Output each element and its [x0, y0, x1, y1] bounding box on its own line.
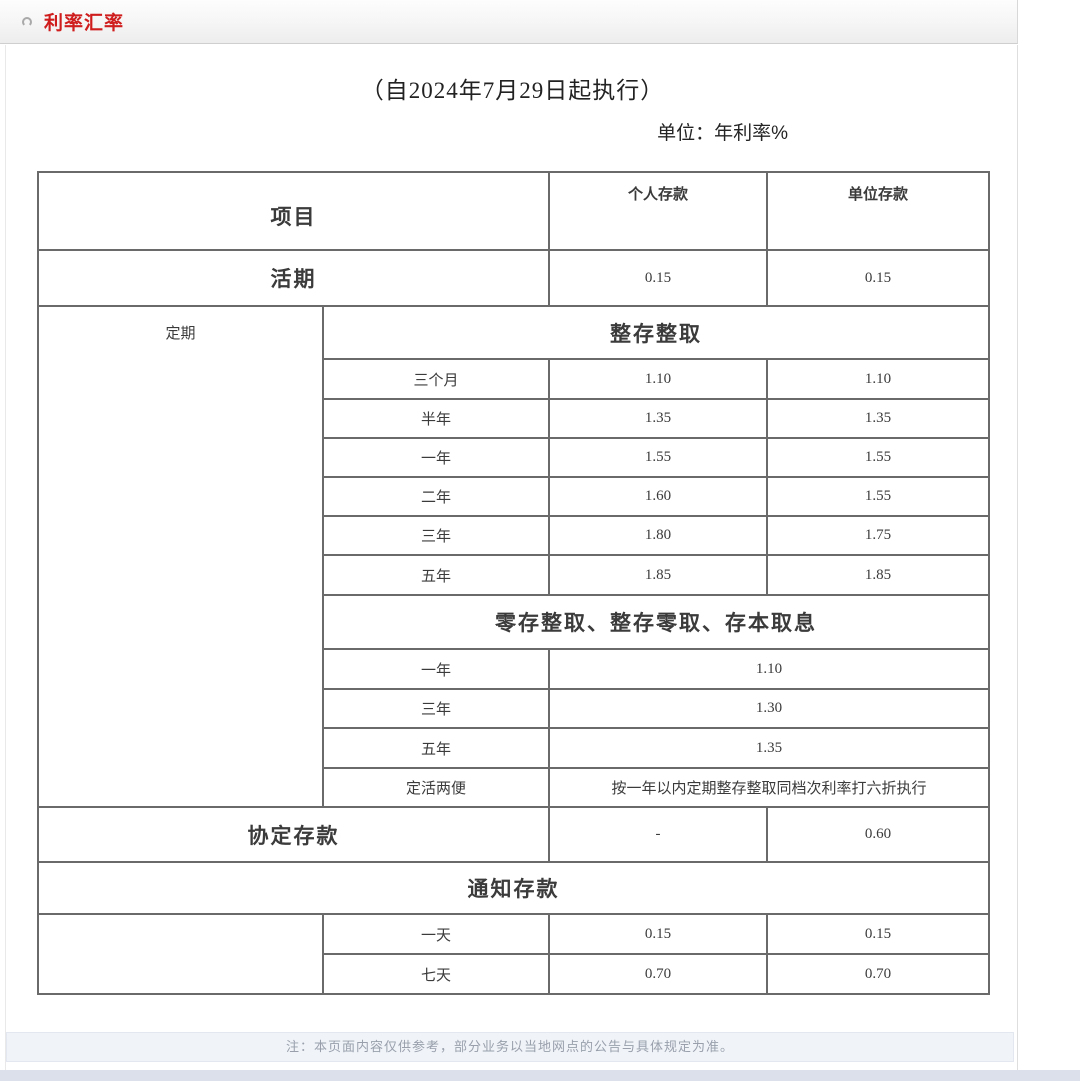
section-bullet-icon — [22, 16, 32, 27]
unit-label: 单位：年利率% — [657, 123, 788, 144]
row-lump-5y: 五年 1.85 1.85 — [38, 554, 990, 596]
corporate-rate: 1.75 — [766, 515, 990, 556]
col-header-item: 项目 — [37, 171, 550, 251]
term-label: 定活两便 — [322, 767, 550, 808]
row-lump-3m: 三个月 1.10 1.10 — [38, 358, 990, 400]
merged-rate: 1.35 — [548, 727, 990, 769]
effective-date-line: （自2024年7月29日起执行） — [360, 78, 665, 103]
term-label: 半年 — [322, 398, 550, 439]
term-label: 一年 — [322, 437, 550, 478]
personal-rate: 1.60 — [548, 476, 768, 517]
term-label: 一天 — [322, 913, 550, 955]
table-header-row: 项目 个人存款 单位存款 — [37, 171, 990, 251]
term-label: 五年 — [322, 727, 550, 769]
row-installment-5y: 五年 1.35 — [38, 727, 990, 769]
term-label: 三年 — [322, 688, 550, 729]
page-title[interactable]: 利率汇率 — [44, 13, 125, 34]
agreement-corporate-rate: 0.60 — [766, 806, 990, 863]
corporate-rate: 1.55 — [766, 437, 990, 478]
personal-rate: 1.80 — [548, 515, 768, 556]
personal-rate: 0.15 — [548, 913, 768, 955]
demand-personal-rate: 0.15 — [548, 249, 768, 307]
row-lump-sum-header: 定期 整存整取 — [37, 305, 990, 808]
term-label: 七天 — [322, 953, 550, 995]
bottom-strip — [0, 1070, 1080, 1081]
row-call-1d: 一天 0.15 0.15 — [37, 913, 990, 995]
row-lump-6m: 半年 1.35 1.35 — [38, 398, 990, 439]
time-deposit-label: 定期 — [37, 305, 324, 808]
personal-rate: 1.10 — [548, 358, 768, 400]
merged-rate: 1.30 — [548, 688, 990, 729]
flexible-rate-note: 按一年以内定期整存整取同档次利率打六折执行 — [548, 767, 990, 808]
term-label: 一年 — [322, 648, 550, 690]
row-installment-3y: 三年 1.30 — [38, 688, 990, 729]
interest-rate-table: 项目 个人存款 单位存款 活期 0.15 0.15 定期 整存整取 三个 — [37, 171, 990, 995]
row-flexible-deposit: 定活两便 按一年以内定期整存整取同档次利率打六折执行 — [38, 767, 990, 808]
personal-rate: 0.70 — [548, 953, 768, 995]
lump-sum-header: 整存整取 — [322, 305, 990, 360]
corporate-rate: 1.55 — [766, 476, 990, 517]
corporate-rate: 1.35 — [766, 398, 990, 439]
footer-disclaimer: 注：本页面内容仅供参考，部分业务以当地网点的公告与具体规定为准。 — [6, 1032, 1014, 1062]
term-label: 五年 — [322, 554, 550, 596]
rate-table-area: （自2024年7月29日起执行） 单位：年利率% 项目 个人存款 单位存款 活期… — [37, 45, 990, 995]
row-lump-3y: 三年 1.80 1.75 — [38, 515, 990, 556]
installment-header: 零存整取、整存零取、存本取息 — [322, 594, 990, 650]
demand-corporate-rate: 0.15 — [766, 249, 990, 307]
agreement-label: 协定存款 — [37, 806, 550, 863]
personal-rate: 1.85 — [548, 554, 768, 596]
personal-rate: 1.55 — [548, 437, 768, 478]
corporate-rate: 0.70 — [766, 953, 990, 995]
demand-label: 活期 — [37, 249, 550, 307]
content-panel: （自2024年7月29日起执行） 单位：年利率% 项目 个人存款 单位存款 活期… — [5, 45, 1018, 1081]
corporate-rate: 1.85 — [766, 554, 990, 596]
row-call-deposit-header: 通知存款 — [37, 861, 990, 915]
term-label: 二年 — [322, 476, 550, 517]
corporate-rate: 0.15 — [766, 913, 990, 955]
corporate-rate: 1.10 — [766, 358, 990, 400]
merged-rate: 1.10 — [548, 648, 990, 690]
empty-cell — [37, 913, 324, 995]
row-installment-header: 零存整取、整存零取、存本取息 — [38, 594, 990, 650]
personal-rate: 1.35 — [548, 398, 768, 439]
call-deposit-header: 通知存款 — [37, 861, 990, 915]
term-label: 三年 — [322, 515, 550, 556]
row-call-7d: 七天 0.70 0.70 — [38, 953, 990, 995]
row-lump-2y: 二年 1.60 1.55 — [38, 476, 990, 517]
section-header-bar: 利率汇率 — [0, 0, 1018, 44]
col-header-corporate: 单位存款 — [766, 171, 990, 251]
agreement-personal-rate: - — [548, 806, 768, 863]
row-agreement-deposit: 协定存款 - 0.60 — [37, 806, 990, 863]
term-label: 三个月 — [322, 358, 550, 400]
col-header-personal: 个人存款 — [548, 171, 768, 251]
row-lump-1y: 一年 1.55 1.55 — [38, 437, 990, 478]
row-installment-1y: 一年 1.10 — [38, 648, 990, 690]
row-demand-deposit: 活期 0.15 0.15 — [37, 249, 990, 307]
